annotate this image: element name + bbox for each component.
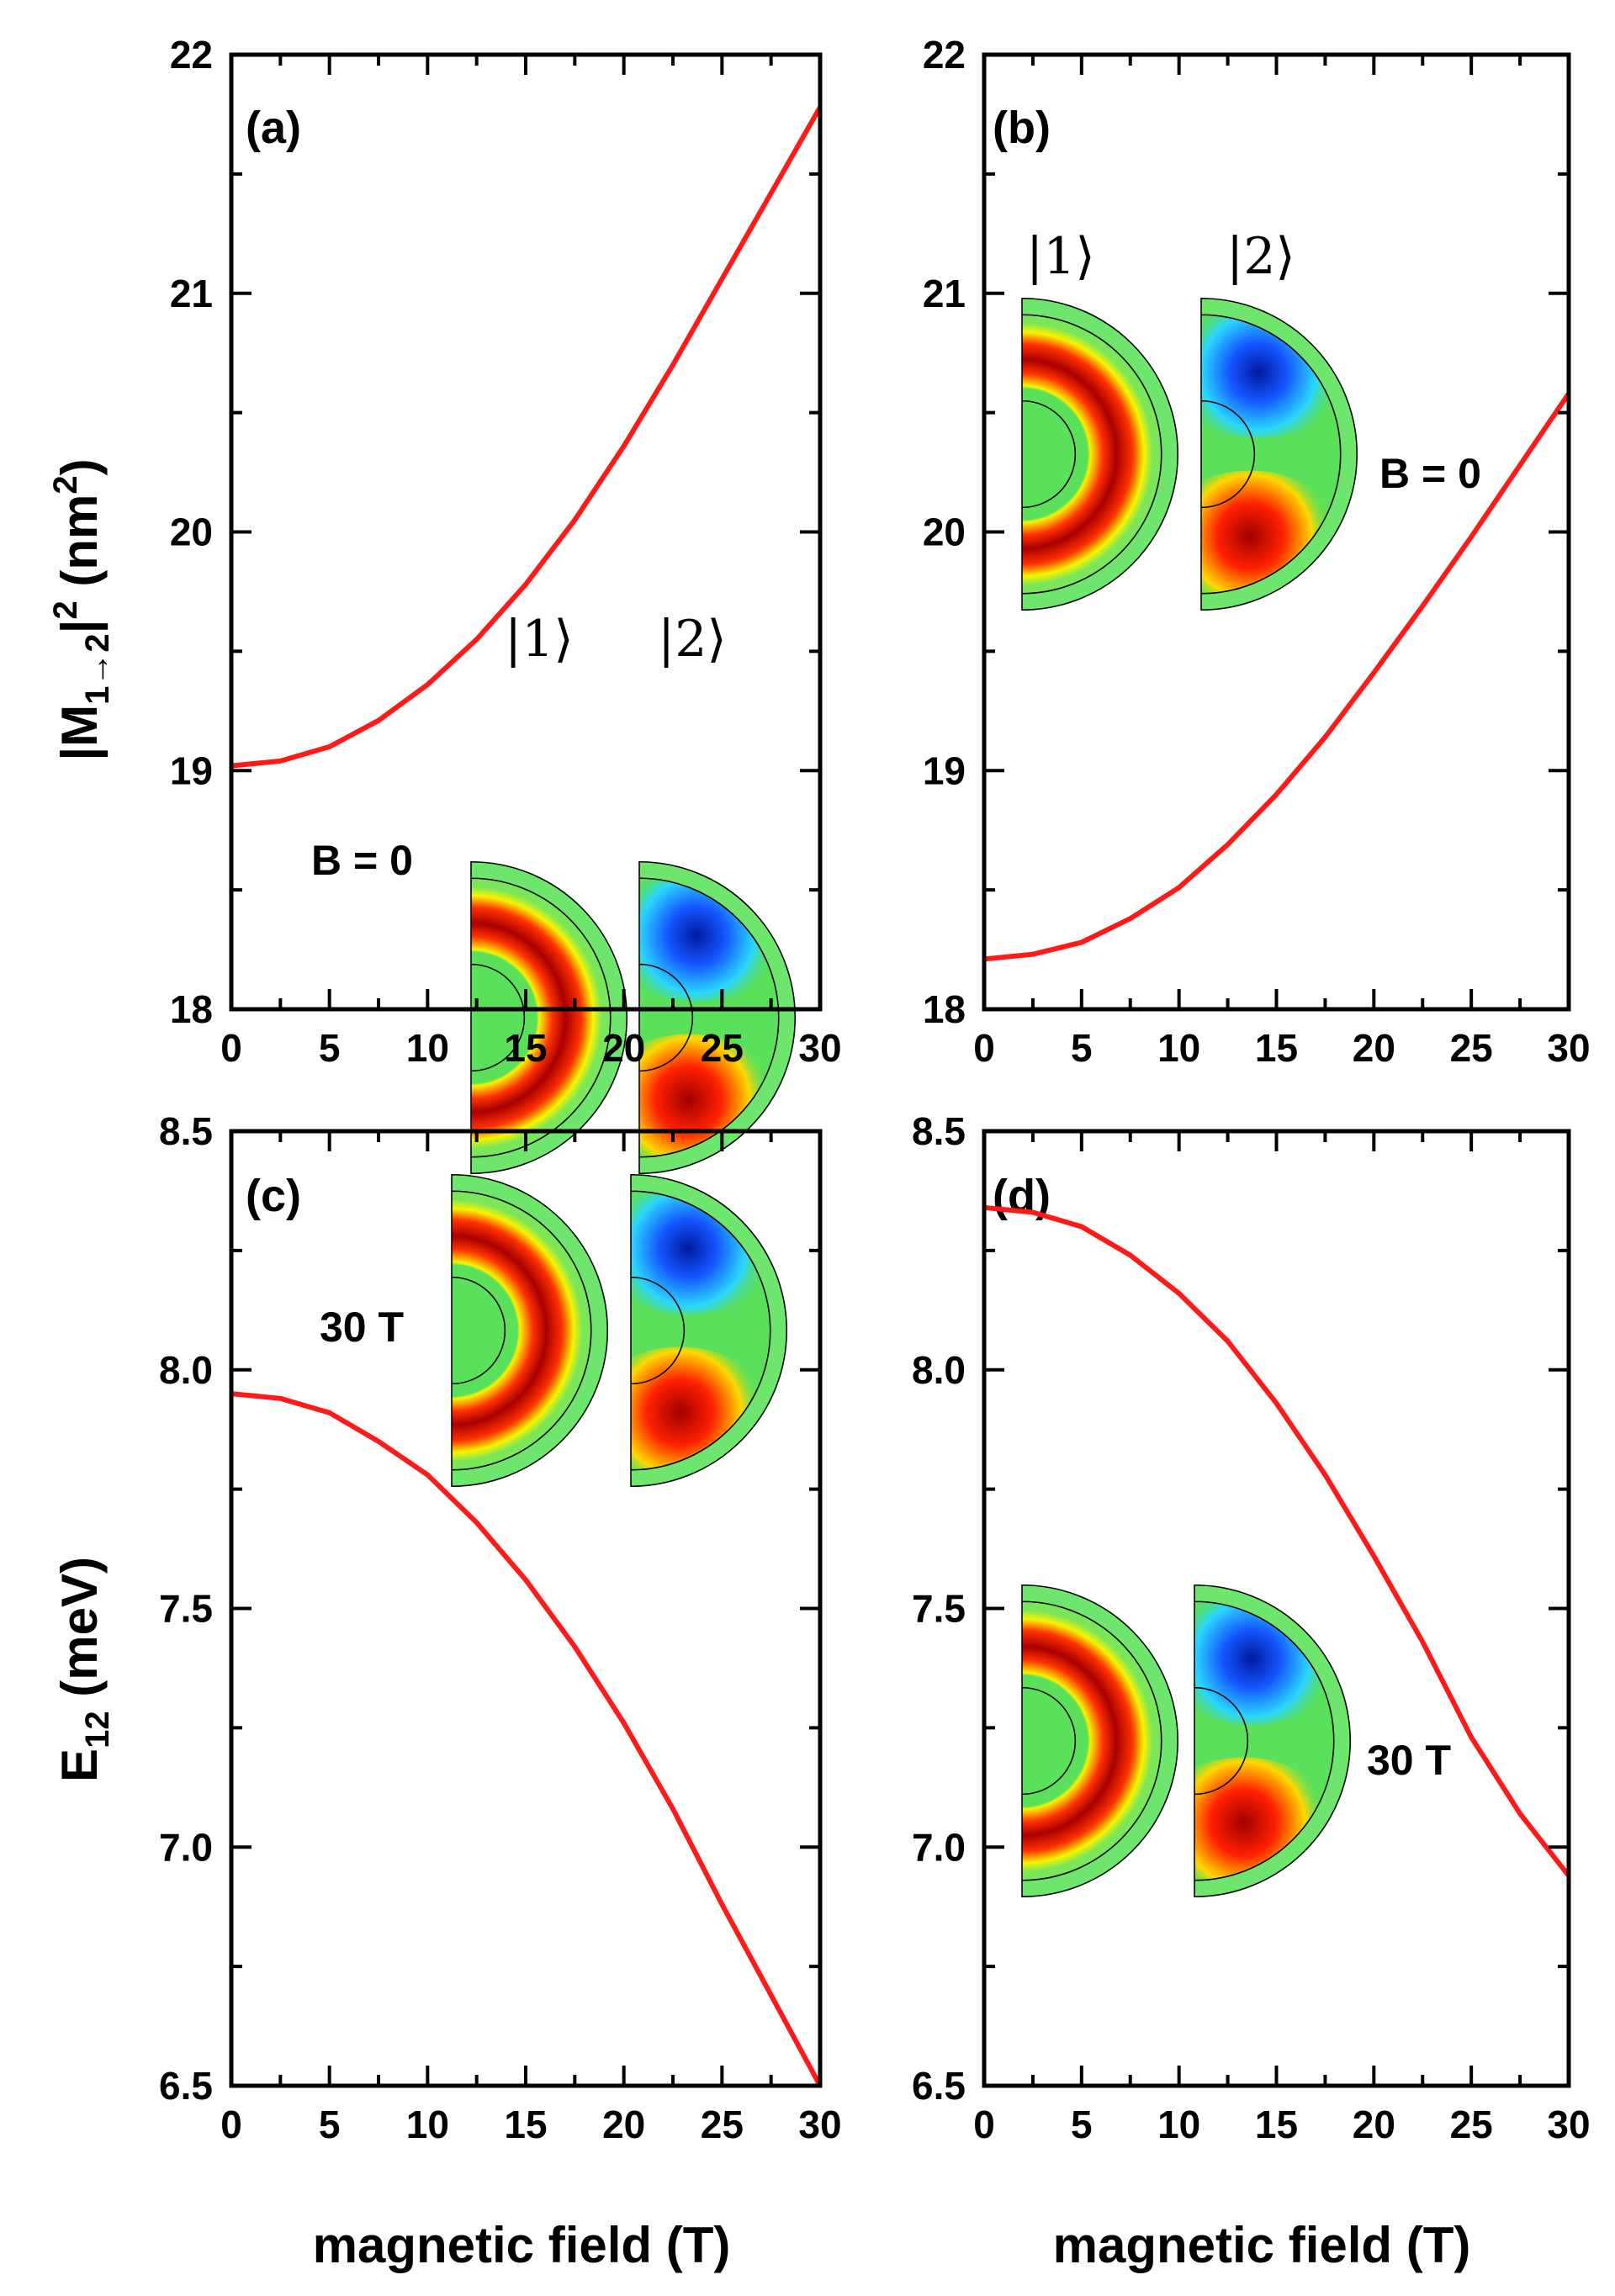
y-tick-label-a: 18 bbox=[170, 987, 213, 1031]
x-tick-label-b: 25 bbox=[1450, 1026, 1493, 1070]
x-tick-label-b: 20 bbox=[1353, 1026, 1395, 1070]
state2-wavefunction-d bbox=[1194, 1584, 1352, 1898]
state1-wavefunction-c bbox=[451, 1173, 609, 1488]
series-line-d-0 bbox=[983, 1204, 1571, 1878]
field-label-c: 30 T bbox=[320, 1304, 404, 1351]
panel-c: 30 T (c) bbox=[246, 1171, 788, 1488]
x-tick-label-d: 20 bbox=[1353, 2103, 1395, 2146]
x-tick-label-d: 0 bbox=[973, 2103, 995, 2146]
axes-a: 0 5 10 15 20 25 30 18 19 20 21 22 bbox=[170, 33, 842, 1070]
state1-label-a: |1⟩ bbox=[505, 610, 574, 669]
y-tick-label-b: 19 bbox=[923, 749, 966, 792]
panel-d-insets: 30 T bbox=[1021, 1584, 1451, 1898]
panel-label-b: (b) bbox=[993, 103, 1051, 153]
panel-b: |1⟩ |2⟩ B = 0 (b) bbox=[993, 103, 1481, 611]
x-tick-label-d: 10 bbox=[1157, 2103, 1200, 2146]
state2-label-b: |2⟩ bbox=[1226, 227, 1295, 286]
panel-a: |1⟩ |2⟩ B = 0 (a) bbox=[246, 103, 797, 1175]
x-tick-label-a: 25 bbox=[701, 1026, 744, 1070]
y-tick-label-c: 8.0 bbox=[159, 1348, 213, 1392]
y-tick-label-d: 8.0 bbox=[912, 1348, 966, 1392]
y-tick-label-a: 19 bbox=[170, 749, 213, 792]
state1-wavefunction-d bbox=[1021, 1584, 1179, 1898]
state2-wavefunction-c bbox=[630, 1173, 788, 1488]
x-tick-label-c: 30 bbox=[798, 2103, 841, 2146]
panel-c-insets: 30 T bbox=[320, 1173, 788, 1488]
state1-wavefunction-b bbox=[1021, 297, 1179, 611]
y-tick-label-b: 18 bbox=[923, 987, 966, 1031]
x-axis-title-c: magnetic field (T) bbox=[313, 2217, 731, 2273]
x-tick-label-a: 0 bbox=[220, 1026, 242, 1070]
panel-a-insets: |1⟩ |2⟩ B = 0 bbox=[311, 610, 797, 1175]
y-tick-label-c: 7.5 bbox=[159, 1587, 213, 1631]
panel-d: 30 T (d) bbox=[993, 1171, 1451, 1898]
x-tick-label-c: 15 bbox=[504, 2103, 547, 2146]
x-tick-label-d: 25 bbox=[1450, 2103, 1493, 2146]
x-tick-label-c: 10 bbox=[406, 2103, 449, 2146]
x-tick-label-a: 15 bbox=[504, 1026, 547, 1070]
x-tick-label-c: 20 bbox=[602, 2103, 645, 2146]
y-tick-label-a: 21 bbox=[170, 272, 213, 315]
y-axis-title-top: |M1→2|2 (nm2) bbox=[47, 458, 116, 760]
x-axis-title-d: magnetic field (T) bbox=[1053, 2217, 1471, 2273]
x-tick-label-a: 20 bbox=[602, 1026, 645, 1070]
x-tick-label-d: 30 bbox=[1547, 2103, 1590, 2146]
x-tick-label-c: 0 bbox=[220, 2103, 242, 2146]
y-tick-label-b: 22 bbox=[923, 33, 966, 77]
state2-wavefunction-a bbox=[638, 860, 797, 1175]
panel-label-a: (a) bbox=[246, 103, 301, 153]
y-tick-label-b: 20 bbox=[923, 511, 966, 554]
panel-b-insets: |1⟩ |2⟩ B = 0 bbox=[1021, 227, 1481, 611]
axes-layer: 0 5 10 15 20 25 30 18 19 20 21 22 0 5 10 15 20 25 30 18 19 20… bbox=[159, 33, 1591, 2146]
x-tick-label-a: 5 bbox=[319, 1026, 341, 1070]
series-line-c-0 bbox=[230, 1391, 823, 2087]
field-label-d: 30 T bbox=[1367, 1737, 1451, 1784]
x-tick-label-b: 5 bbox=[1071, 1026, 1093, 1070]
y-tick-label-c: 7.0 bbox=[159, 1825, 213, 1869]
x-tick-label-c: 25 bbox=[701, 2103, 744, 2146]
y-tick-label-b: 21 bbox=[923, 272, 966, 315]
axes-b: 0 5 10 15 20 25 30 18 19 20 21 22 bbox=[923, 33, 1591, 1070]
field-label-b: B = 0 bbox=[1379, 450, 1481, 497]
series-line-a-0 bbox=[230, 105, 823, 769]
state1-label-b: |1⟩ bbox=[1026, 227, 1095, 286]
y-tick-label-c: 6.5 bbox=[159, 2064, 213, 2108]
y-tick-label-d: 7.0 bbox=[912, 1825, 966, 1869]
x-tick-label-b: 10 bbox=[1157, 1026, 1200, 1070]
x-tick-label-a: 30 bbox=[798, 1026, 841, 1070]
state1-wavefunction-a bbox=[470, 860, 628, 1175]
axes-c: 0 5 10 15 20 25 30 6.5 7.0 7.5 8.0 8.5 bbox=[159, 1109, 842, 2146]
panel-label-c: (c) bbox=[246, 1171, 301, 1221]
x-tick-label-b: 0 bbox=[973, 1026, 995, 1070]
x-tick-label-b: 30 bbox=[1547, 1026, 1590, 1070]
state2-label-a: |2⟩ bbox=[658, 610, 727, 669]
y-tick-label-d: 7.5 bbox=[912, 1587, 966, 1631]
y-axis-title-bottom: E12 (meV) bbox=[51, 1557, 116, 1782]
x-tick-label-d: 5 bbox=[1071, 2103, 1093, 2146]
y-tick-label-d: 8.5 bbox=[912, 1109, 966, 1153]
field-label-a: B = 0 bbox=[311, 837, 413, 884]
axes-d: 0 5 10 15 20 25 30 6.5 7.0 7.5 8.0 8.5 bbox=[912, 1109, 1591, 2146]
x-tick-label-c: 5 bbox=[319, 2103, 341, 2146]
y-tick-label-a: 22 bbox=[170, 33, 213, 77]
y-tick-label-d: 6.5 bbox=[912, 2064, 966, 2108]
y-tick-label-c: 8.5 bbox=[159, 1109, 213, 1153]
state2-wavefunction-b bbox=[1200, 297, 1358, 611]
x-tick-label-b: 15 bbox=[1255, 1026, 1298, 1070]
x-tick-label-d: 15 bbox=[1255, 2103, 1298, 2146]
y-tick-label-a: 20 bbox=[170, 511, 213, 554]
series-line-b-0 bbox=[983, 392, 1571, 962]
x-tick-label-a: 10 bbox=[406, 1026, 449, 1070]
